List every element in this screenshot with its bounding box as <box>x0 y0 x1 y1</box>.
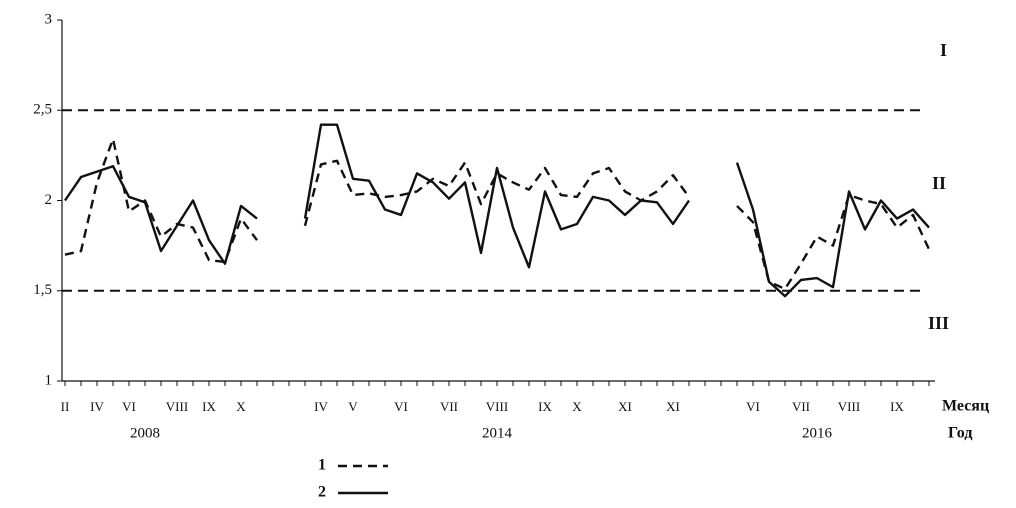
x-tick-label: IX <box>538 399 552 414</box>
legend-label: 1 <box>318 457 326 474</box>
year-label: 2014 <box>482 425 513 441</box>
series-line <box>64 123 930 298</box>
x-tick-label: VI <box>122 399 136 414</box>
x-tick-label: VI <box>746 399 760 414</box>
series-line <box>64 137 931 291</box>
x-tick-label: IX <box>202 399 216 414</box>
y-tick-label: 2,5 <box>33 102 52 118</box>
x-tick-label: IX <box>890 399 904 414</box>
x-tick-label: X <box>236 399 246 414</box>
y-tick-label: 2 <box>45 192 53 208</box>
x-tick-label: VIII <box>838 399 860 414</box>
x-axis-label: Месяц <box>942 398 989 415</box>
legend-label: 2 <box>318 484 326 501</box>
x-tick-label: VIII <box>166 399 188 414</box>
x-tick-label: V <box>348 399 358 414</box>
zone-label: III <box>928 313 949 333</box>
y-tick-label: 1,5 <box>33 282 52 298</box>
zone-label: I <box>940 40 947 60</box>
y-tick-label: 3 <box>45 11 53 27</box>
x-tick-label: XI <box>666 399 680 414</box>
y-tick-label: 1 <box>45 372 53 388</box>
x-tick-label: VII <box>792 399 810 414</box>
x-tick-label: VI <box>394 399 408 414</box>
x-tick-label: X <box>572 399 582 414</box>
x-tick-label: IV <box>90 399 104 414</box>
x-tick-label: XI <box>618 399 632 414</box>
x-tick-label: II <box>61 399 70 414</box>
x-tick-label: IV <box>314 399 328 414</box>
year-label: 2008 <box>130 425 160 441</box>
zone-label: II <box>932 173 946 193</box>
year-axis-label: Год <box>948 425 972 442</box>
x-tick-label: VII <box>440 399 458 414</box>
x-tick-label: VIII <box>486 399 508 414</box>
year-label: 2016 <box>802 425 833 441</box>
